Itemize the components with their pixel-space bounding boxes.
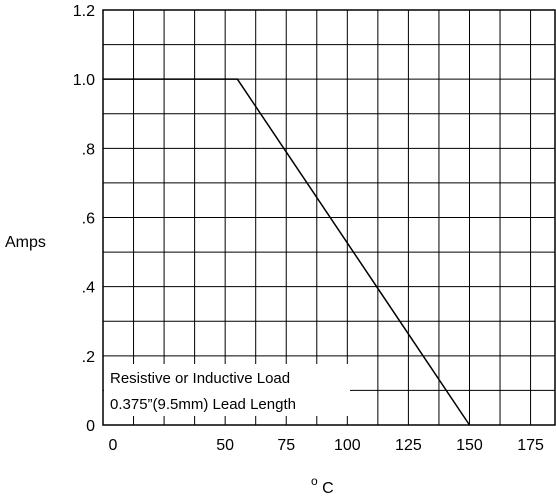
y-tick-label: .4 bbox=[82, 280, 95, 297]
annotation-box bbox=[104, 364, 350, 416]
annotation-line-2: 0.375”(9.5mm) Lead Length bbox=[110, 396, 296, 413]
y-tick-labels: 0 .2 .4 .6 .8 1.0 1.2 bbox=[73, 3, 95, 435]
derating-curve bbox=[103, 78, 471, 426]
x-tick-label: 150 bbox=[456, 437, 483, 454]
y-tick-label: 0 bbox=[86, 418, 95, 435]
y-tick-label: .6 bbox=[82, 211, 95, 228]
y-axis-label: Amps bbox=[5, 234, 46, 251]
x-axis-label: o C bbox=[311, 472, 334, 497]
y-tick-label: .2 bbox=[82, 349, 95, 366]
grid bbox=[103, 10, 555, 425]
y-tick-label: 1.2 bbox=[73, 3, 95, 20]
x-tick-label: 100 bbox=[334, 437, 361, 454]
x-tick-labels: 0 50 75 100 125 150 175 bbox=[109, 437, 544, 454]
x-tick-label: 50 bbox=[216, 437, 234, 454]
plot-frame bbox=[102, 9, 556, 426]
x-tick-label: 175 bbox=[517, 437, 544, 454]
x-axis-label-sup: o bbox=[311, 474, 318, 488]
load-annotation: Resistive or Inductive Load 0.375”(9.5mm… bbox=[104, 364, 350, 416]
y-tick-label: 1.0 bbox=[73, 72, 95, 89]
x-tick-label: 75 bbox=[277, 437, 295, 454]
x-tick-label: 125 bbox=[395, 437, 422, 454]
annotation-line-1: Resistive or Inductive Load bbox=[110, 370, 290, 387]
x-axis-label-main: C bbox=[322, 480, 334, 497]
x-tick-label: 0 bbox=[109, 437, 118, 454]
y-tick-label: .8 bbox=[82, 141, 95, 158]
